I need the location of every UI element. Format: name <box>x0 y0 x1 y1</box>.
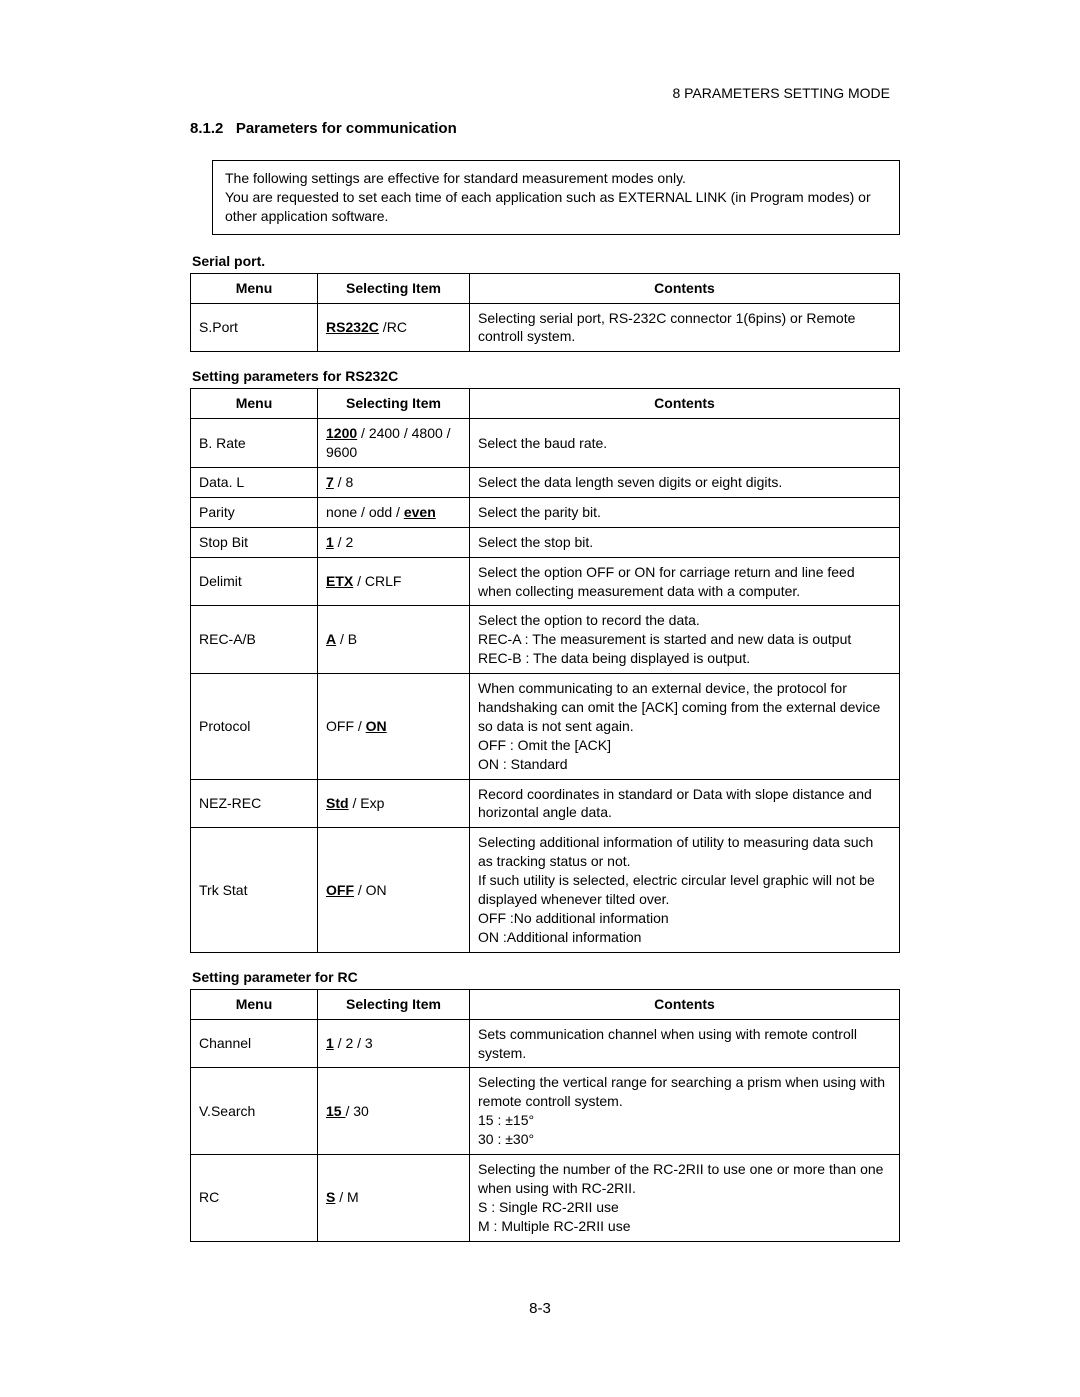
cell-selecting: Std / Exp <box>318 779 470 828</box>
cell-contents: Sets communication channel when using wi… <box>470 1019 900 1068</box>
table-header-row: Menu Selecting Item Contents <box>191 389 900 419</box>
cell-selecting: 1 / 2 / 3 <box>318 1019 470 1068</box>
cell-menu: Data. L <box>191 468 318 498</box>
table-row: Trk StatOFF / ONSelecting additional inf… <box>191 828 900 952</box>
note-box: The following settings are effective for… <box>212 160 900 235</box>
table-header-row: Menu Selecting Item Contents <box>191 989 900 1019</box>
cell-contents: Select the data length seven digits or e… <box>470 468 900 498</box>
rc-heading: Setting parameter for RC <box>192 969 900 985</box>
cell-contents: Select the baud rate. <box>470 419 900 468</box>
cell-selecting: 7 / 8 <box>318 468 470 498</box>
section-heading: 8.1.2 Parameters for communication <box>190 120 900 138</box>
cell-contents: Selecting the vertical range for searchi… <box>470 1068 900 1155</box>
cell-selecting: OFF / ON <box>318 674 470 779</box>
cell-contents: When communicating to an external device… <box>470 674 900 779</box>
cell-contents: Selecting the number of the RC-2RII to u… <box>470 1154 900 1241</box>
cell-selecting: S / M <box>318 1154 470 1241</box>
rc-table: Menu Selecting Item Contents Channel1 / … <box>190 989 900 1242</box>
cell-selecting: A / B <box>318 606 470 674</box>
cell-selecting: ETX / CRLF <box>318 557 470 606</box>
section-title: Parameters for communication <box>236 120 457 137</box>
col-menu: Menu <box>191 389 318 419</box>
cell-selecting: 1200 / 2400 / 4800 / 9600 <box>318 419 470 468</box>
running-header: 8 PARAMETERS SETTING MODE <box>672 85 890 101</box>
cell-selecting: none / odd / even <box>318 497 470 527</box>
cell-menu: Delimit <box>191 557 318 606</box>
col-menu: Menu <box>191 989 318 1019</box>
cell-menu: Channel <box>191 1019 318 1068</box>
table-header-row: Menu Selecting Item Contents <box>191 273 900 303</box>
cell-selecting: 15 / 30 <box>318 1068 470 1155</box>
table-row: Data. L7 / 8Select the data length seven… <box>191 468 900 498</box>
table-row: ProtocolOFF / ONWhen communicating to an… <box>191 674 900 779</box>
cell-contents: Select the option to record the data. RE… <box>470 606 900 674</box>
serial-port-heading: Serial port. <box>192 253 900 269</box>
table-row: V.Search15 / 30Selecting the vertical ra… <box>191 1068 900 1155</box>
col-selecting: Selecting Item <box>318 273 470 303</box>
cell-contents: Selecting serial port, RS-232C connector… <box>470 303 900 352</box>
cell-contents: Selecting additional information of util… <box>470 828 900 952</box>
cell-menu: Parity <box>191 497 318 527</box>
col-contents: Contents <box>470 389 900 419</box>
table-row: Paritynone / odd / evenSelect the parity… <box>191 497 900 527</box>
table-row: DelimitETX / CRLFSelect the option OFF o… <box>191 557 900 606</box>
table-row: S.Port RS232C /RC Selecting serial port,… <box>191 303 900 352</box>
rs232c-table: Menu Selecting Item Contents B. Rate1200… <box>190 388 900 952</box>
cell-contents: Select the option OFF or ON for carriage… <box>470 557 900 606</box>
col-contents: Contents <box>470 989 900 1019</box>
cell-menu: Stop Bit <box>191 527 318 557</box>
cell-selecting: 1 / 2 <box>318 527 470 557</box>
cell-contents: Select the parity bit. <box>470 497 900 527</box>
cell-menu: S.Port <box>191 303 318 352</box>
cell-selecting: RS232C /RC <box>318 303 470 352</box>
cell-menu: RC <box>191 1154 318 1241</box>
col-selecting: Selecting Item <box>318 989 470 1019</box>
cell-selecting: OFF / ON <box>318 828 470 952</box>
table-row: RCS / MSelecting the number of the RC-2R… <box>191 1154 900 1241</box>
cell-menu: Protocol <box>191 674 318 779</box>
section-number: 8.1.2 <box>190 120 223 137</box>
rs232c-heading: Setting parameters for RS232C <box>192 368 900 384</box>
col-selecting: Selecting Item <box>318 389 470 419</box>
cell-menu: NEZ-REC <box>191 779 318 828</box>
cell-menu: REC-A/B <box>191 606 318 674</box>
table-row: Stop Bit1 / 2Select the stop bit. <box>191 527 900 557</box>
cell-contents: Record coordinates in standard or Data w… <box>470 779 900 828</box>
cell-contents: Select the stop bit. <box>470 527 900 557</box>
table-row: NEZ-RECStd / ExpRecord coordinates in st… <box>191 779 900 828</box>
col-menu: Menu <box>191 273 318 303</box>
serial-port-table: Menu Selecting Item Contents S.Port RS23… <box>190 273 900 353</box>
table-row: REC-A/BA / BSelect the option to record … <box>191 606 900 674</box>
cell-menu: Trk Stat <box>191 828 318 952</box>
cell-menu: V.Search <box>191 1068 318 1155</box>
page-number: 8-3 <box>0 1300 1080 1317</box>
page: 8 PARAMETERS SETTING MODE 8.1.2 Paramete… <box>0 0 1080 1397</box>
cell-menu: B. Rate <box>191 419 318 468</box>
table-row: Channel1 / 2 / 3Sets communication chann… <box>191 1019 900 1068</box>
col-contents: Contents <box>470 273 900 303</box>
table-row: B. Rate1200 / 2400 / 4800 / 9600Select t… <box>191 419 900 468</box>
